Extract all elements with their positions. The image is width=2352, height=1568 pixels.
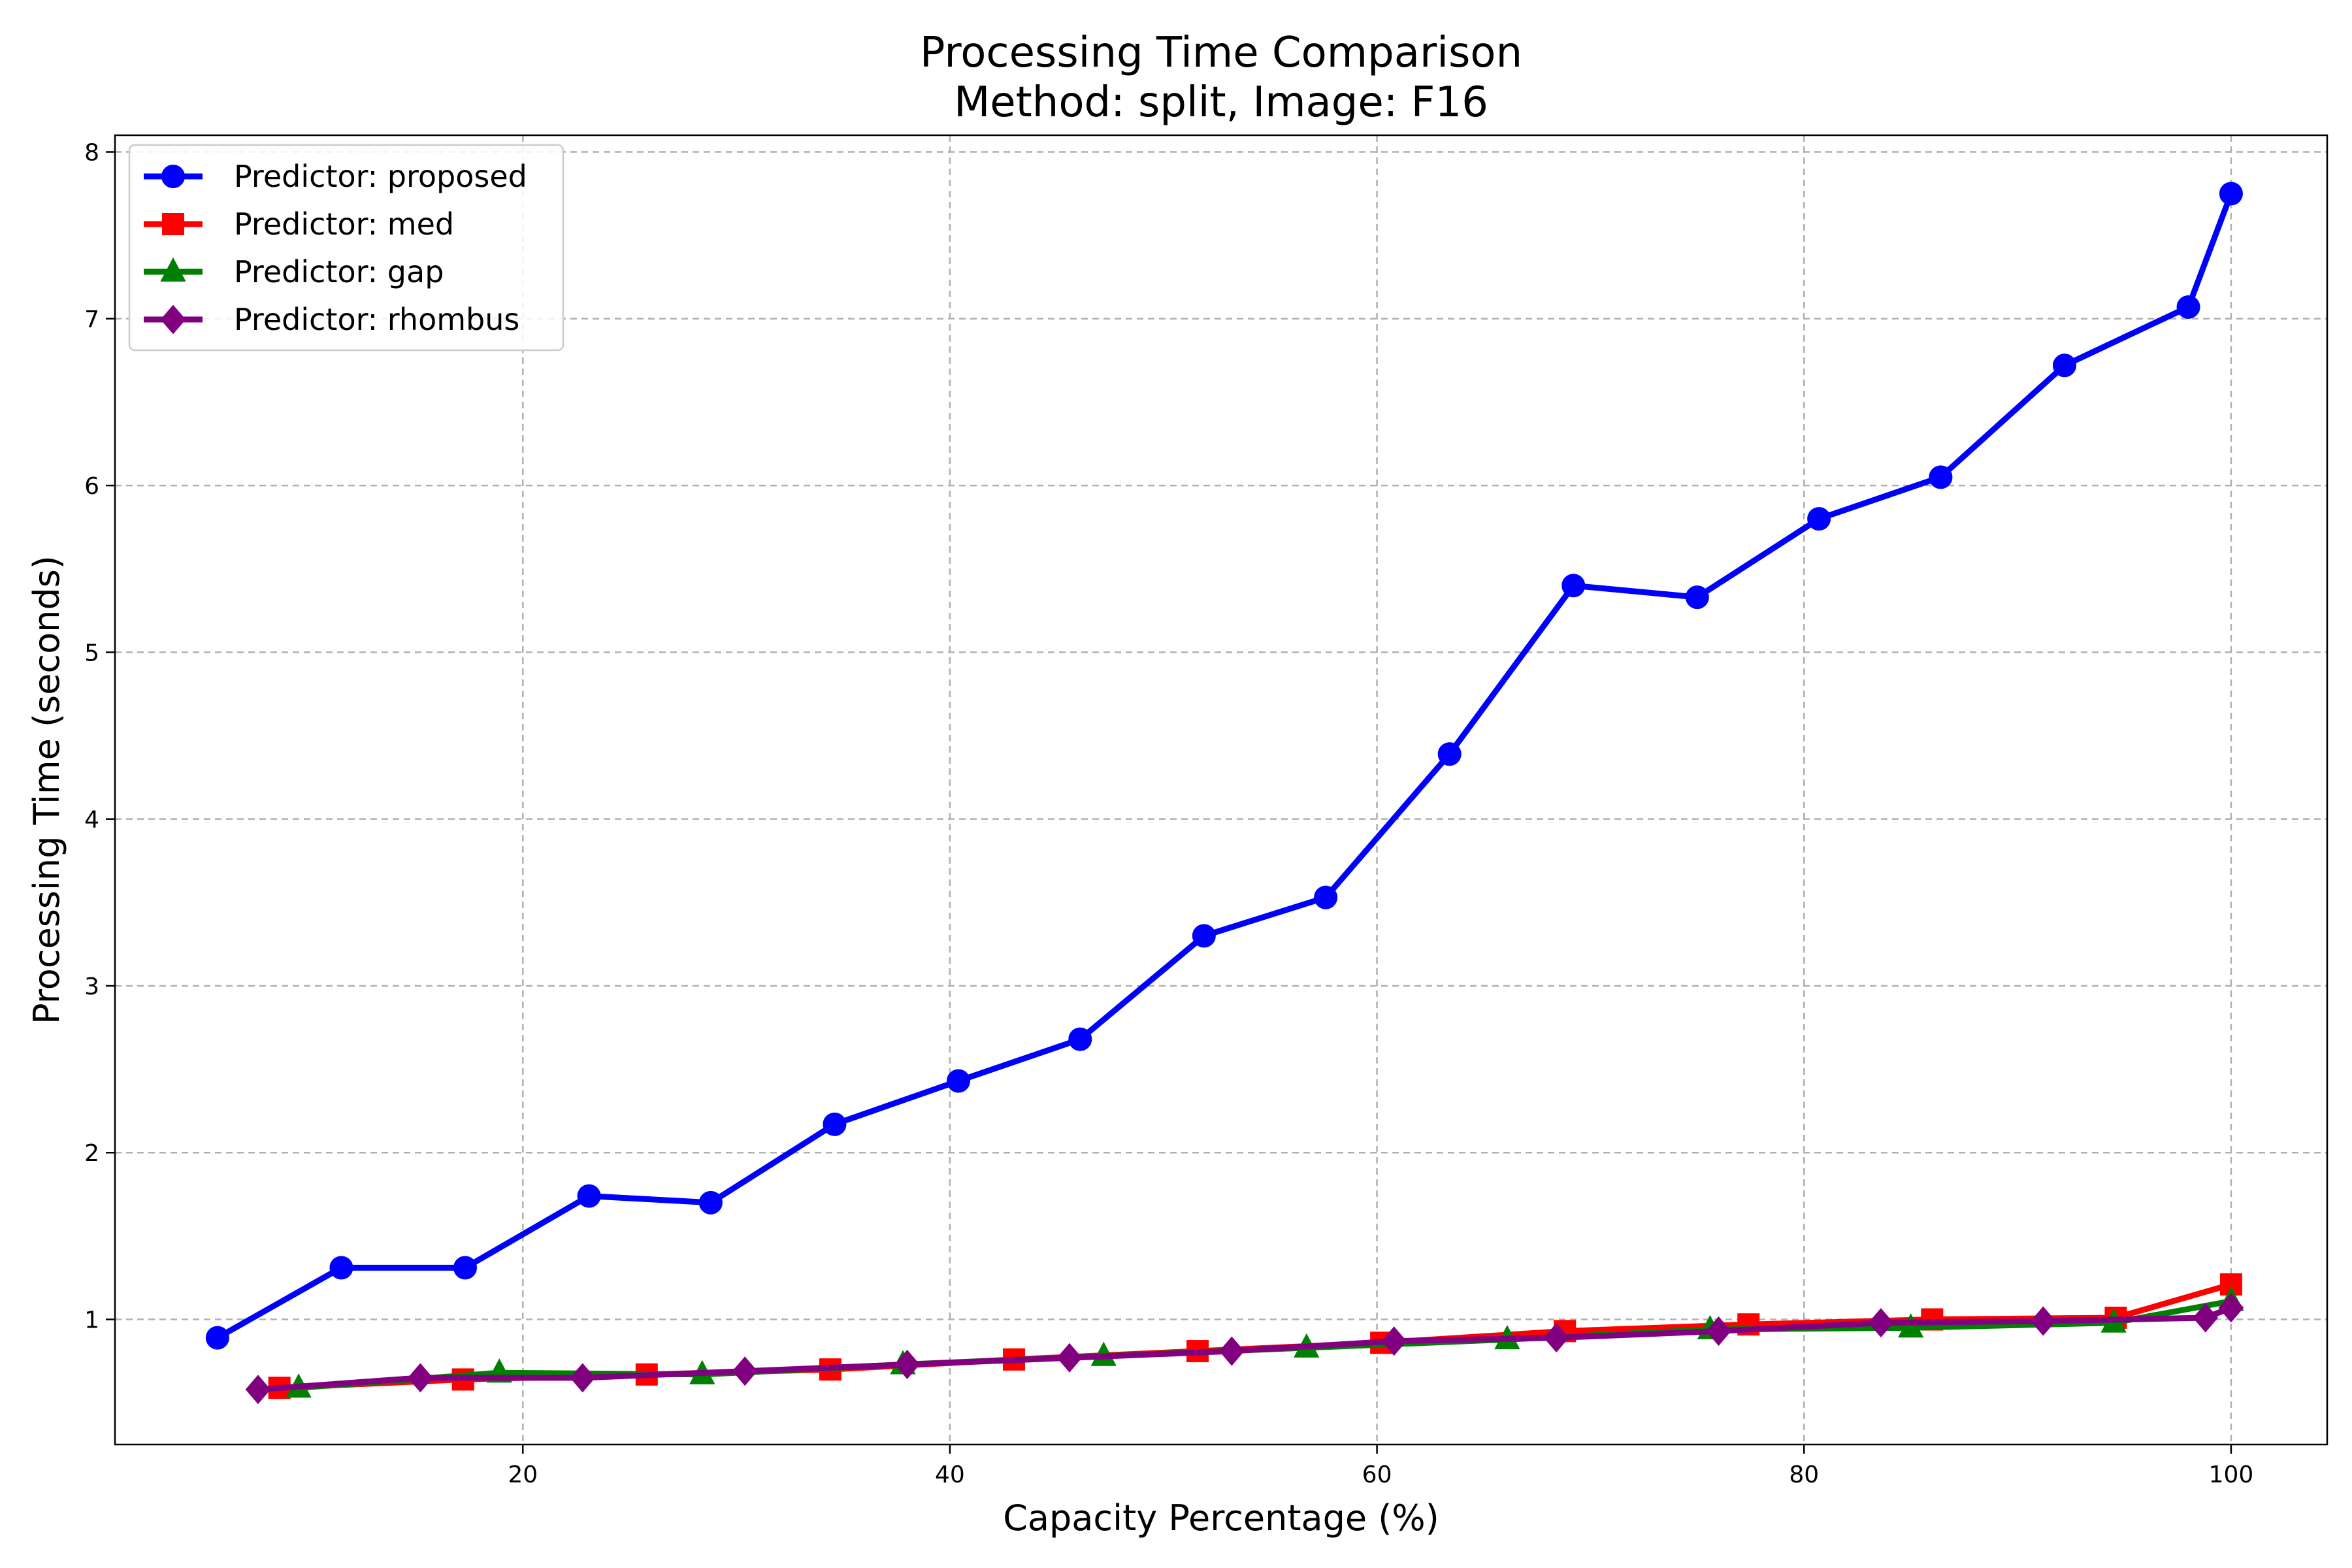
y-tick-label: 1	[84, 1307, 99, 1334]
series-proposed-point	[698, 1190, 723, 1215]
x-tick-label: 80	[1789, 1462, 1819, 1488]
y-tick-label: 3	[84, 973, 99, 1000]
plot-area-frame	[114, 134, 2328, 1446]
series-proposed-point	[205, 1326, 229, 1350]
series-proposed-point	[823, 1112, 847, 1136]
legend-med-point	[162, 213, 184, 235]
series-proposed-point	[2176, 295, 2200, 319]
x-tick-label: 100	[2209, 1462, 2254, 1488]
axis-ticks: 20 40 60 80 100 1 2 3 4 5 6 7 8	[84, 140, 2253, 1488]
series-gap-point	[1898, 1313, 1924, 1338]
legend-proposed-point	[161, 165, 185, 188]
legend-box	[128, 144, 564, 351]
legend-entry-med: Predictor: med	[144, 206, 454, 242]
series-proposed-point	[1314, 885, 1338, 909]
y-tick-label: 6	[84, 473, 99, 500]
series-proposed-point	[577, 1184, 601, 1208]
series-rhombus-point	[1868, 1308, 1894, 1338]
series-rhombus-point	[732, 1356, 758, 1386]
series-rhombus-point	[245, 1375, 271, 1405]
chart-title: Processing Time Comparison	[920, 29, 1522, 77]
y-tick-label: 5	[84, 640, 99, 666]
series-rhombus-point	[1381, 1326, 1407, 1356]
series-proposed-point	[1437, 742, 1462, 766]
series-rhombus-point	[1219, 1336, 1245, 1366]
x-tick-label: 60	[1362, 1462, 1392, 1488]
series-proposed-point	[1192, 924, 1216, 948]
y-tick-label: 4	[84, 807, 99, 834]
x-tick-label: 20	[508, 1462, 538, 1488]
series-rhombus-point	[570, 1363, 596, 1393]
series-proposed	[205, 182, 2243, 1350]
series-rhombus	[245, 1293, 2244, 1405]
legend: Predictor: proposed Predictor: med Predict…	[128, 144, 564, 351]
series-proposed-point	[1685, 585, 1709, 610]
series-rhombus-point	[2193, 1303, 2219, 1333]
series-rhombus-point	[1706, 1316, 1731, 1346]
series-proposed-point	[1068, 1027, 1092, 1051]
legend-gap-point	[160, 257, 186, 282]
series-proposed-point	[2219, 182, 2243, 206]
series-rhombus-point	[1056, 1343, 1083, 1373]
series-proposed-point	[1807, 507, 1831, 531]
y-tick-label: 2	[84, 1140, 99, 1167]
legend-entry-gap: Predictor: gap	[144, 254, 444, 289]
series-proposed-point	[946, 1069, 970, 1093]
series-rhombus-point	[894, 1349, 920, 1379]
grid-lines	[115, 135, 2327, 1445]
legend-rhombus-point	[160, 304, 186, 335]
legend-entry-rhombus: Predictor: rhombus	[144, 302, 519, 337]
y-tick-label: 8	[84, 140, 99, 167]
series-proposed-line	[214, 190, 2234, 1341]
series-rhombus-point	[2030, 1306, 2056, 1336]
y-axis-label: Processing Time (seconds)	[26, 555, 67, 1024]
legend-label: Predictor: med	[234, 206, 454, 242]
legend-label: Predictor: rhombus	[234, 302, 519, 337]
series-proposed-point	[329, 1256, 353, 1280]
series-proposed-point	[1929, 465, 1953, 489]
x-tick-label: 40	[935, 1462, 965, 1488]
series-rhombus-point	[1543, 1323, 1569, 1353]
series-rhombus-line	[255, 1305, 2234, 1393]
chart-subtitle: Method: split, Image: F16	[954, 78, 1488, 127]
series-proposed-point	[453, 1256, 478, 1280]
legend-label: Predictor: gap	[234, 254, 444, 289]
series-layer	[205, 182, 2244, 1405]
series-proposed-point	[1561, 574, 1586, 598]
legend-label: Predictor: proposed	[234, 159, 527, 194]
legend-entry-proposed: Predictor: proposed	[144, 159, 527, 194]
y-tick-label: 7	[84, 306, 99, 333]
series-rhombus-point	[2218, 1293, 2244, 1323]
series-rhombus-point	[408, 1363, 433, 1393]
series-proposed-point	[2052, 353, 2076, 378]
x-axis-label: Capacity Percentage (%)	[1003, 1497, 1439, 1539]
